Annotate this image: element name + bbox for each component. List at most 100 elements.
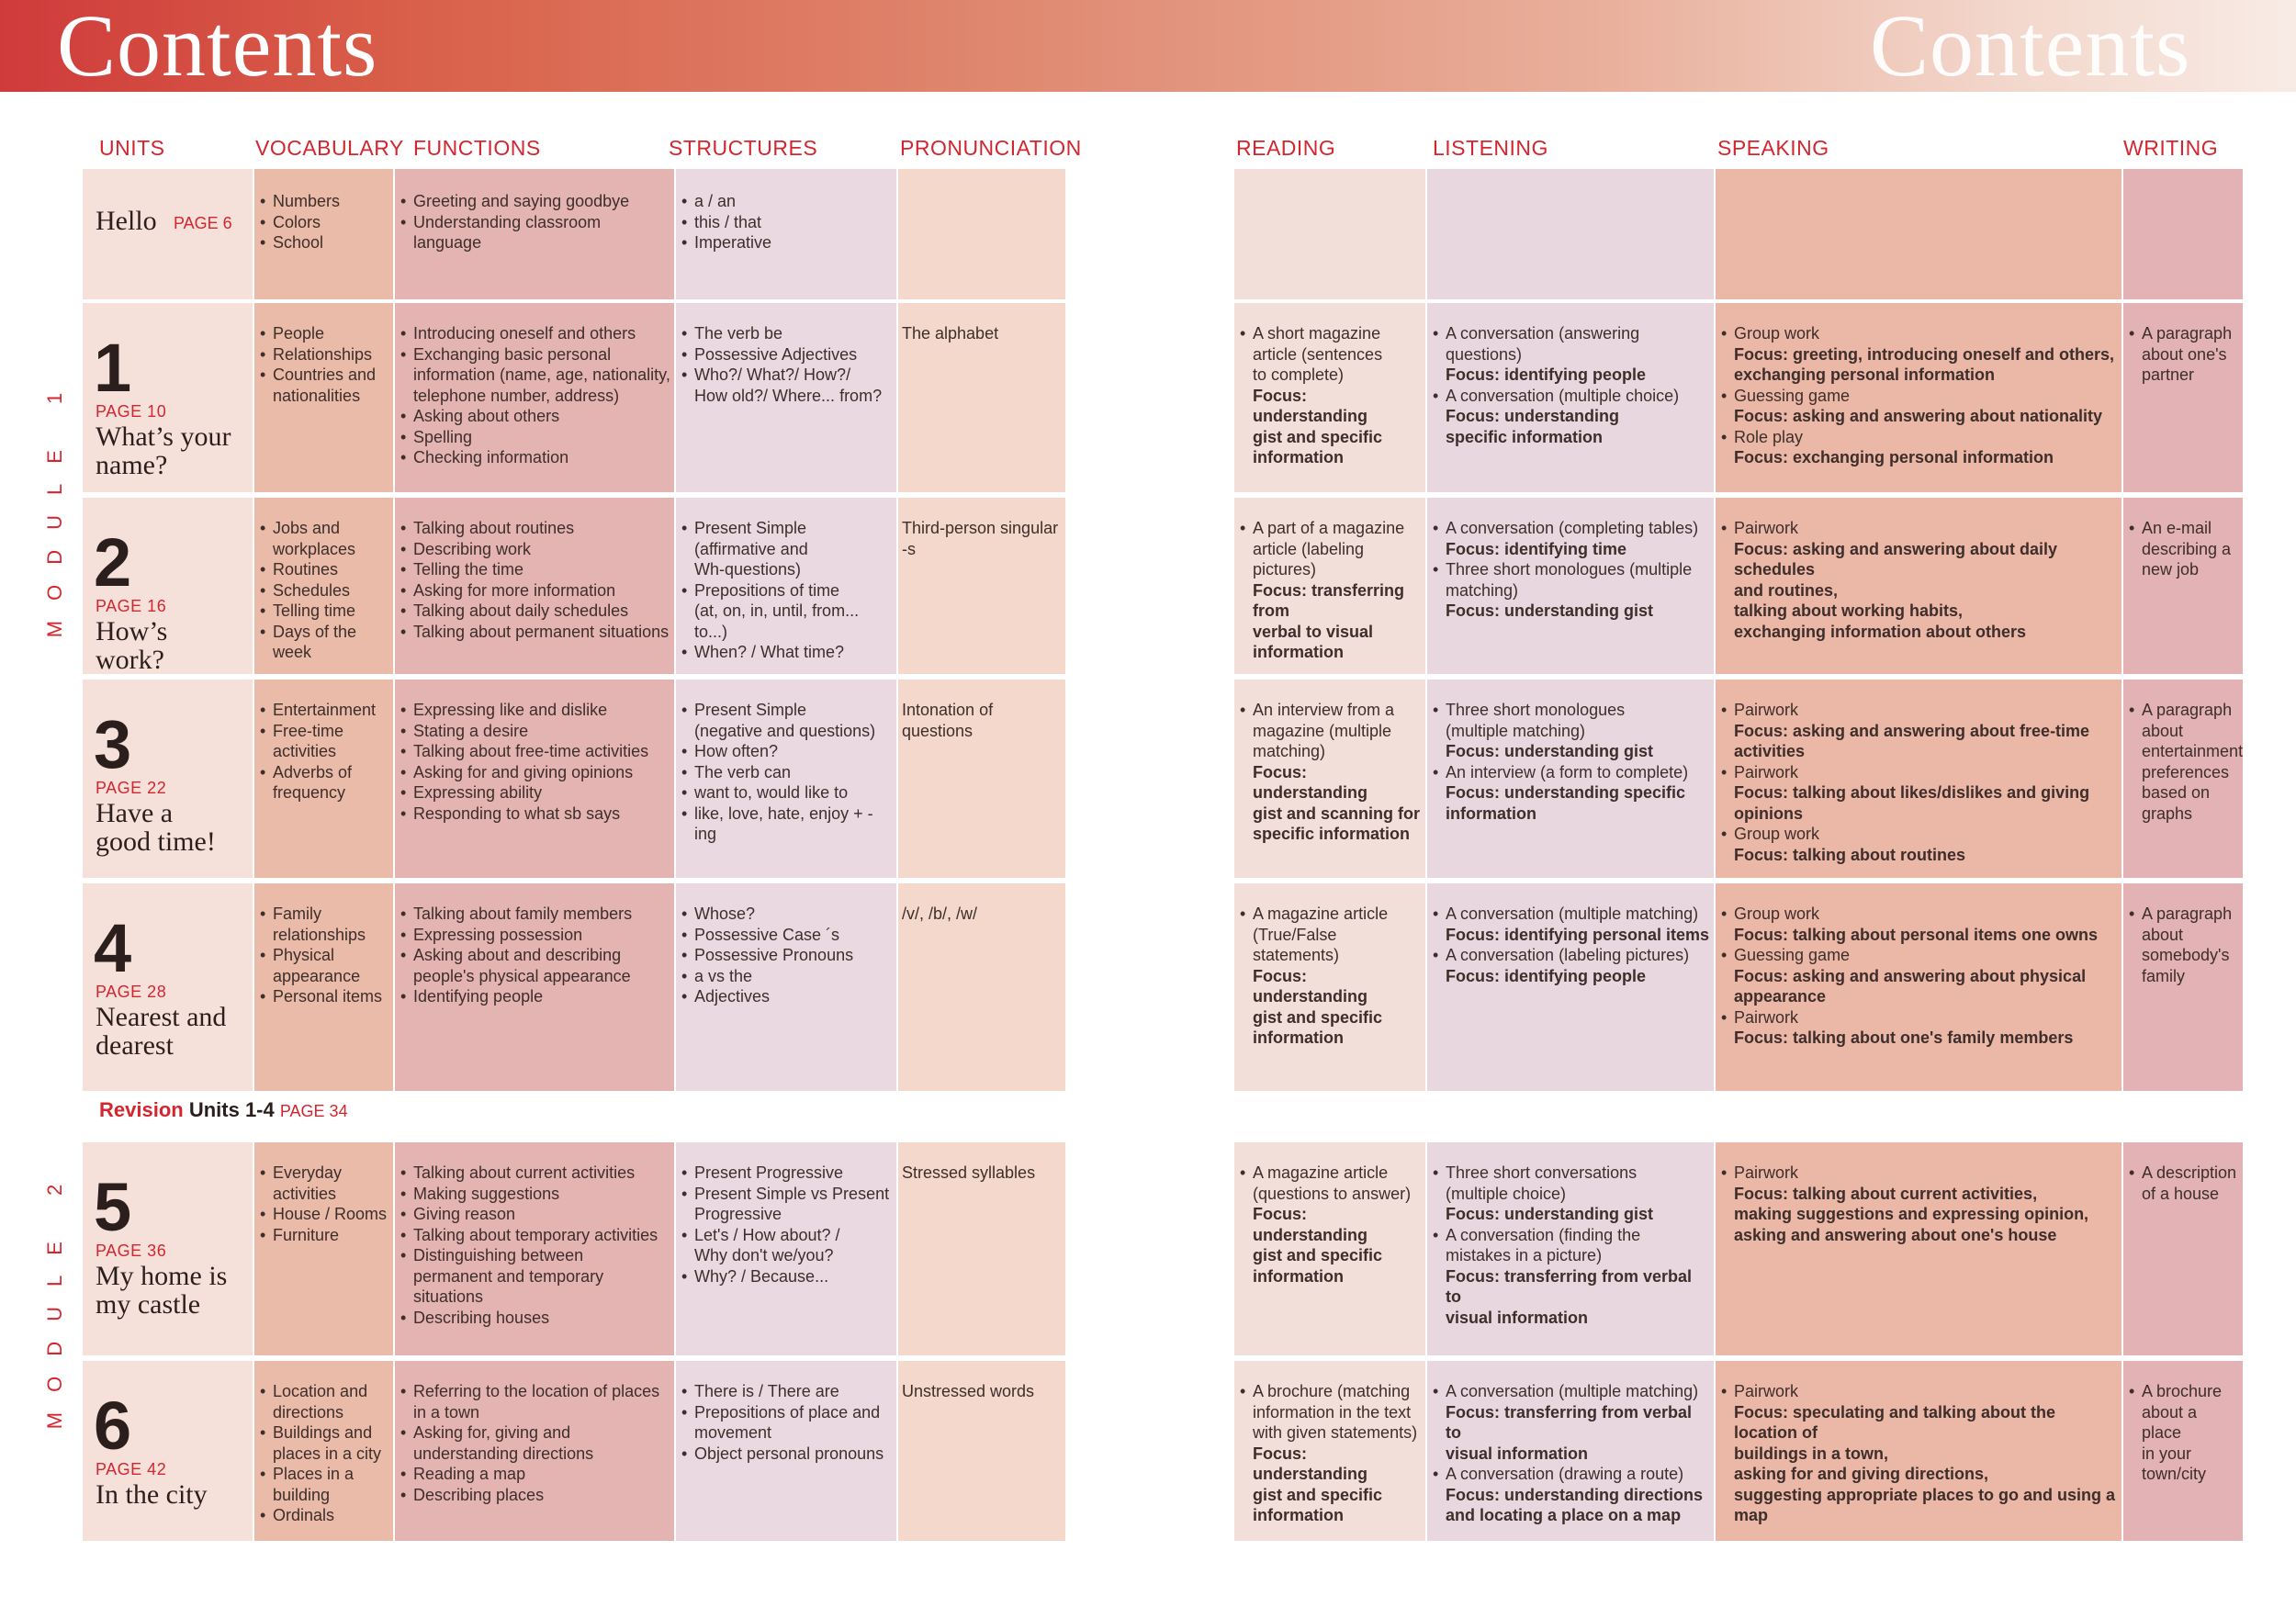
- unit-vocabulary-item: Jobs and workplaces: [260, 518, 391, 559]
- unit-writing-cell: A description of a house: [2129, 1163, 2241, 1204]
- unit-speaking-item-focus: Focus: talking about personal items one …: [1734, 925, 2099, 944]
- unit-speaking-cell: Group work Focus: talking about personal …: [1721, 904, 2120, 1049]
- unit-speaking-item: Pairwork Focus: speculating and talking a…: [1721, 1381, 2120, 1526]
- unit-functions-item: Talking about family members: [400, 904, 672, 925]
- unit-vocabulary-item: House / Rooms: [260, 1204, 391, 1225]
- unit-speaking-item-focus: Focus: asking and answering about nation…: [1734, 407, 2103, 425]
- unit-listening-item: A conversation (multiple choice) Focus: u…: [1433, 386, 1712, 448]
- hello-vocabulary-item: Colors: [260, 212, 391, 233]
- unit-speaking-item-text: Role play: [1734, 427, 1804, 446]
- unit-functions-item: Talking about current activities: [400, 1163, 672, 1184]
- hello-unit-page: PAGE 6: [174, 214, 232, 232]
- unit-title: My home is my castle: [96, 1261, 228, 1320]
- unit-structures-item: How often?: [681, 741, 895, 762]
- unit-listening-item: An interview (a form to complete) Focus: …: [1433, 762, 1712, 825]
- hello-functions-item: Greeting and saying goodbye: [400, 191, 672, 212]
- unit-speaking-item-focus: Focus: talking about one's family member…: [1734, 1028, 2074, 1047]
- unit-structures-item: The verb can: [681, 762, 895, 783]
- unit-vocabulary-item: Countries and nationalities: [260, 365, 391, 406]
- unit-vocabulary-item: Schedules: [260, 580, 391, 601]
- unit-writing-list: A paragraph about somebody's family: [2129, 904, 2241, 986]
- unit-page: PAGE 16: [96, 597, 167, 615]
- unit-speaking-item: Pairwork Focus: talking about likes/disli…: [1721, 762, 2120, 825]
- unit-reading-item: An interview from a magazine (multiple m…: [1240, 700, 1424, 845]
- revision-label: Revision: [99, 1098, 184, 1121]
- unit-structures-cell: Whose?Possessive Case ´sPossessive Prono…: [681, 904, 895, 1007]
- unit-functions-cell: Expressing like and dislikeStating a des…: [400, 700, 672, 824]
- hello-structures-list: a / anthis / thatImperative: [681, 191, 895, 253]
- unit-reading-cell: A part of a magazine article (labeling p…: [1240, 518, 1424, 663]
- unit-speaking-item-text: Guessing game: [1734, 386, 1851, 405]
- unit-listening-item-focus: Focus: understanding specific informatio…: [1446, 783, 1686, 823]
- unit-vocabulary-list: Everyday activitiesHouse / RoomsFurnitur…: [260, 1163, 391, 1245]
- hello-functions-list: Greeting and saying goodbyeUnderstanding…: [400, 191, 672, 253]
- unit-number: 4: [94, 910, 132, 986]
- unit-listening-item-focus: Focus: identifying people: [1446, 966, 1647, 985]
- unit-speaking-item-text: Group work: [1734, 825, 1820, 843]
- unit-listening-item-text: A conversation (completing tables): [1446, 519, 1699, 537]
- unit-listening-item: A conversation (answering questions)Focu…: [1433, 323, 1712, 386]
- unit-listening-item-focus: Focus: understanding gist: [1446, 742, 1654, 760]
- unit-vocabulary-cell: Location and directionsBuildings and pla…: [260, 1381, 391, 1526]
- unit-functions-item: Talking about temporary activities: [400, 1225, 672, 1246]
- unit-structures-item: Present Progressive: [681, 1163, 895, 1184]
- unit-writing-item: An e-mail describing a new job: [2129, 518, 2241, 580]
- header-writing: WRITING: [2123, 136, 2219, 160]
- unit-speaking-item-text: Group work: [1734, 324, 1820, 343]
- cell-bg-units: [83, 169, 253, 299]
- unit-structures-cell: Present Simple (affirmative and Wh-quest…: [681, 518, 895, 663]
- unit-listening-item: Three short monologues (multiple matchin…: [1433, 559, 1712, 622]
- unit-page: PAGE 36: [96, 1242, 167, 1260]
- unit-reading-list: A brochure (matching information in the …: [1240, 1381, 1424, 1526]
- hello-vocabulary-item: School: [260, 232, 391, 253]
- hello-vocabulary-list: NumbersColorsSchool: [260, 191, 391, 253]
- header-speaking: SPEAKING: [1717, 136, 1829, 160]
- unit-pronunciation: Unstressed words: [902, 1382, 1035, 1400]
- unit-reading-list: A magazine article (True/False statement…: [1240, 904, 1424, 1049]
- unit-speaking-item: Group work Focus: talking about personal …: [1721, 904, 2120, 945]
- unit-functions-item: Checking information: [400, 447, 672, 468]
- unit-reading-list: A magazine article (questions to answer)…: [1240, 1163, 1424, 1287]
- unit-speaking-item: Role play Focus: exchanging personal info…: [1721, 427, 2120, 468]
- unit-writing-cell: A paragraph about entertainment preferen…: [2129, 700, 2243, 824]
- unit-pronunciation: The alphabet: [902, 324, 999, 343]
- unit-structures-cell: Present Simple (negative and questions)H…: [681, 700, 895, 845]
- unit-reading-text: An interview from a magazine (multiple m…: [1253, 701, 1395, 760]
- unit-vocabulary-item: Everyday activities: [260, 1163, 391, 1204]
- unit-listening-cell: A conversation (answering questions)Focu…: [1433, 323, 1712, 447]
- unit-writing-item: A description of a house: [2129, 1163, 2241, 1204]
- hello-structures-item: this / that: [681, 212, 895, 233]
- unit-functions-item: Making suggestions: [400, 1184, 672, 1205]
- unit-listening-item-focus: Focus: understanding gist: [1446, 601, 1654, 620]
- unit-reading-text: A short magazine article (sentences to c…: [1253, 324, 1383, 384]
- header-banner: Contents Contents: [0, 0, 2296, 92]
- unit-speaking-list: Pairwork Focus: asking and answering abou…: [1721, 518, 2120, 642]
- unit-functions-list: Talking about family membersExpressing p…: [400, 904, 672, 1007]
- unit-page: PAGE 28: [96, 983, 167, 1001]
- unit-structures-item: Who?/ What?/ How?/ How old?/ Where... fr…: [681, 365, 895, 406]
- unit-vocabulary-cell: Family relationshipsPhysical appearanceP…: [260, 904, 391, 1007]
- unit-vocabulary-item: Ordinals: [260, 1505, 391, 1526]
- unit-structures-list: Present ProgressivePresent Simple vs Pre…: [681, 1163, 895, 1287]
- unit-functions-list: Expressing like and dislikeStating a des…: [400, 700, 672, 824]
- page-title-right: Contents: [1870, 0, 2191, 95]
- unit-listening-item-focus: Focus: identifying people: [1446, 365, 1647, 384]
- unit-writing-cell: An e-mail describing a new job: [2129, 518, 2241, 580]
- unit-listening-item-text: A conversation (finding the mistakes in …: [1446, 1225, 1641, 1265]
- unit-speaking-item-focus: Focus: asking and answering about daily …: [1734, 539, 2058, 641]
- unit-listening-item-text: A conversation (labeling pictures): [1446, 946, 1690, 964]
- unit-speaking-item-focus: Focus: exchanging personal information: [1734, 448, 2054, 466]
- unit-listening-cell: Three short conversations (multiple choi…: [1433, 1163, 1712, 1328]
- unit-functions-cell: Referring to the location of places in a…: [400, 1381, 672, 1505]
- cell-bg-pronunciation: [898, 169, 1065, 299]
- header-listening: LISTENING: [1433, 136, 1548, 160]
- unit-vocabulary-cell: Jobs and workplacesRoutinesSchedulesTell…: [260, 518, 391, 663]
- unit-speaking-item-text: Pairwork: [1734, 1382, 1799, 1400]
- unit-writing-item: A brochure about a place in your town/ci…: [2129, 1381, 2241, 1485]
- unit-functions-list: Referring to the location of places in a…: [400, 1381, 672, 1505]
- unit-speaking-cell: Pairwork Focus: asking and answering abou…: [1721, 518, 2120, 642]
- unit-title: Nearest and dearest: [96, 1002, 227, 1061]
- unit-listening-item-focus: Focus: identifying time: [1446, 539, 1627, 558]
